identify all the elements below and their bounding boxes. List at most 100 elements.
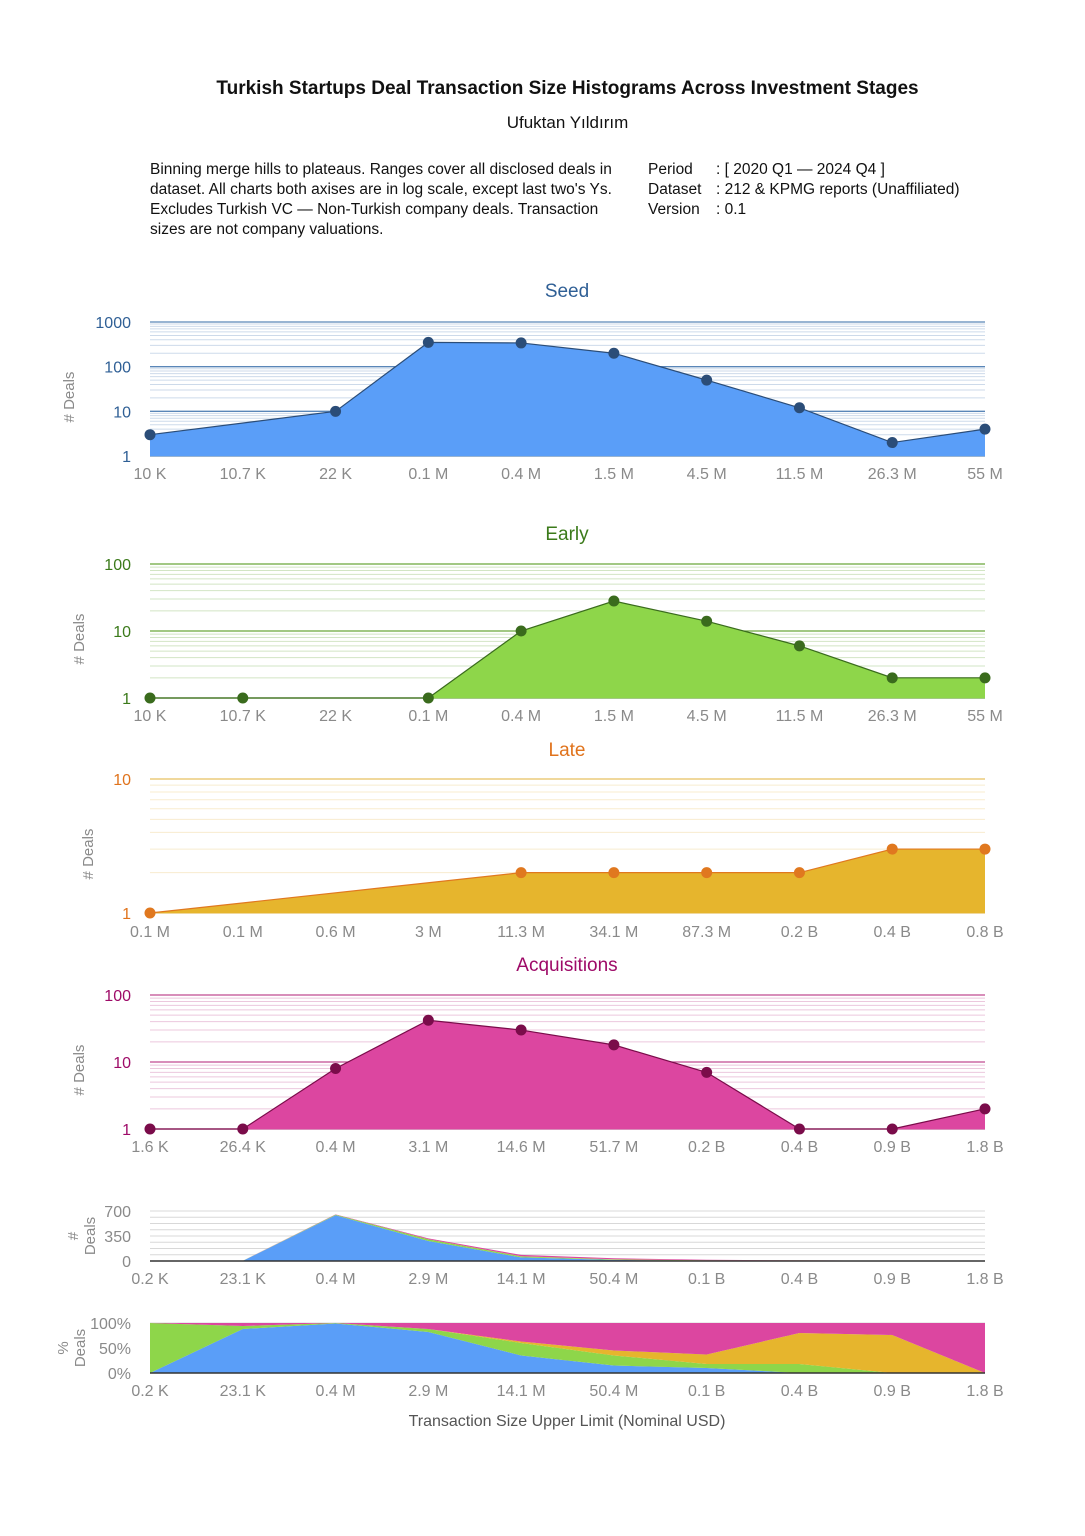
meta-dataset: Dataset: 212 & KPMG reports (Unaffiliate… (648, 180, 960, 200)
x-tick-label: 26.3 M (868, 708, 917, 725)
x-tick-label: 0.1 M (408, 708, 448, 725)
y-axis-label-part: Deals (72, 1329, 89, 1367)
x-tick-label: 10.7 K (220, 466, 267, 483)
y-axis-label: # Deals (61, 372, 78, 423)
x-tick-label: 0.9 B (874, 1383, 911, 1400)
x-tick-label: 0.1 B (688, 1271, 725, 1288)
chart-late: Late 1 10 # Deals 0.1 M 0.1 M 0.6 M 3 M 11.3 M 34… (80, 740, 1004, 941)
author: Ufuktan Yıldırım (506, 113, 629, 132)
x-tick-label: 10.7 K (220, 708, 267, 725)
x-tick-label: 1.5 M (594, 466, 634, 483)
area-fill (150, 1020, 985, 1129)
y-axis-label: # Deals (71, 1045, 88, 1096)
x-tick-label: 22 K (319, 466, 352, 483)
x-tick-label: 10 K (134, 466, 167, 483)
data-point (515, 1024, 527, 1036)
x-tick-label: 0.2 B (781, 924, 818, 941)
data-point (515, 337, 527, 349)
meta-info: Period: [ 2020 Q1 — 2024 Q4 ] Dataset: 2… (648, 160, 960, 220)
y-tick-label: 0 (122, 1254, 131, 1271)
chart-seed: Seed 1 10 100 1000 # Deals 10 K 10.7 K 22 K 0.1 M… (61, 281, 1003, 483)
x-tick-label: 0.4 B (781, 1383, 818, 1400)
x-tick-label: 55 M (967, 708, 1003, 725)
x-tick-label: 14.1 M (497, 1271, 546, 1288)
data-point (793, 402, 805, 414)
x-tick-label: 50.4 M (589, 1383, 638, 1400)
x-tick-label: 11.5 M (776, 708, 824, 725)
x-tick-label: 0.9 B (874, 1271, 911, 1288)
chart-title: Early (545, 524, 589, 545)
meta-period: Period: [ 2020 Q1 — 2024 Q4 ] (648, 160, 960, 180)
x-tick-label: 0.9 B (874, 1139, 911, 1156)
stacked-area-late (150, 1323, 985, 1373)
x-tick-label: 0.1 M (408, 466, 448, 483)
x-tick-label: 26.4 K (220, 1139, 267, 1156)
stacked-area-seed (150, 1323, 985, 1373)
x-tick-label: 10 K (134, 708, 167, 725)
x-tick-label: 3.1 M (408, 1139, 448, 1156)
y-tick-label: 10 (113, 1055, 131, 1072)
stacked-area-early (150, 1323, 985, 1373)
area-fill (150, 849, 985, 913)
y-axis-label-part: % (55, 1341, 72, 1354)
y-axis-label: %Deals (55, 1329, 89, 1367)
x-tick-label: 0.2 K (131, 1383, 169, 1400)
x-tick-label: 1.5 M (594, 708, 634, 725)
y-tick-label: 100% (90, 1316, 131, 1333)
data-point (608, 347, 620, 359)
data-point (330, 1062, 342, 1074)
x-tick-label: 4.5 M (687, 708, 727, 725)
data-point (515, 867, 527, 879)
x-tick-label: 0.4 B (781, 1271, 818, 1288)
x-tick-label: 51.7 M (589, 1139, 638, 1156)
y-tick-label: 0% (108, 1366, 131, 1383)
meta-value: : [ 2020 Q1 — 2024 Q4 ] (716, 161, 885, 178)
data-point (608, 1039, 620, 1051)
x-tick-label: 1.8 B (966, 1383, 1003, 1400)
x-tick-label: 0.4 B (781, 1139, 818, 1156)
area-fill (150, 342, 985, 456)
data-point (979, 423, 991, 435)
data-point (886, 1123, 898, 1135)
data-point (701, 615, 713, 627)
x-tick-label: 11.3 M (497, 924, 545, 941)
page-title: Turkish Startups Deal Transaction Size H… (216, 78, 919, 99)
chart-early: Early 1 10 100 # Deals 10 K 10.7 K 22 K 0.1 M 0.4… (71, 524, 1003, 725)
x-tick-label: 1.8 B (966, 1271, 1003, 1288)
data-point (886, 672, 898, 684)
data-point (422, 692, 434, 704)
data-point (422, 1014, 434, 1026)
x-tick-label: 0.4 B (874, 924, 911, 941)
y-tick-label: 100 (104, 988, 131, 1005)
x-tick-label: 2.9 M (408, 1271, 448, 1288)
y-tick-label: 10 (113, 772, 131, 789)
x-axis-label: Transaction Size Upper Limit (Nominal US… (409, 1413, 726, 1430)
meta-value: : 0.1 (716, 201, 747, 218)
data-point (701, 867, 713, 879)
meta-key: Version (648, 201, 700, 218)
y-tick-label: 700 (104, 1204, 131, 1221)
data-point (793, 640, 805, 652)
data-point (144, 692, 156, 704)
x-tick-label: 87.3 M (682, 924, 731, 941)
x-tick-label: 0.1 B (688, 1383, 725, 1400)
chart-acquisitions: Acquisitions 1 10 100 # Deals 1.6 K 26.4 K 0.4 … (71, 955, 1004, 1156)
x-tick-label: 0.1 M (223, 924, 263, 941)
x-tick-label: 0.2 K (131, 1271, 169, 1288)
x-tick-label: 1.8 B (966, 1139, 1003, 1156)
x-tick-label: 0.4 M (316, 1139, 356, 1156)
x-tick-label: 0.6 M (316, 924, 356, 941)
data-point (886, 843, 898, 855)
y-tick-label: 350 (104, 1229, 131, 1246)
x-tick-label: 11.5 M (776, 466, 824, 483)
x-tick-label: 4.5 M (687, 466, 727, 483)
x-tick-label: 3 M (415, 924, 442, 941)
data-point (144, 907, 156, 919)
meta-key: Dataset (648, 181, 702, 198)
data-point (608, 595, 620, 607)
x-tick-label: 0.4 M (501, 708, 541, 725)
y-tick-label: 1 (122, 1122, 131, 1139)
data-point (422, 336, 434, 348)
data-point (979, 672, 991, 684)
